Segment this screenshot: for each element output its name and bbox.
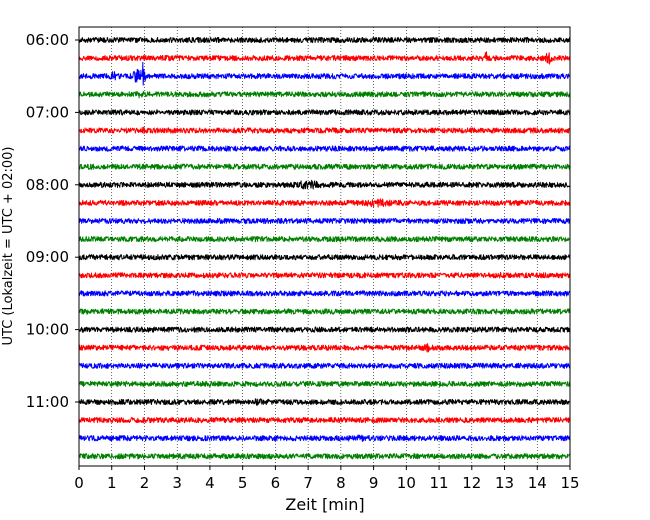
trace-15 — [78, 308, 571, 315]
trace-0 — [78, 36, 571, 44]
x-tick-label: 14 — [528, 474, 547, 492]
x-tick-label: 5 — [238, 474, 248, 492]
trace-17 — [78, 343, 571, 353]
x-axis-ticks: 0 1 2 3 4 5 6 7 8 9 10 11 12 13 14 15 — [74, 466, 580, 492]
trace-1 — [78, 51, 571, 65]
x-tick-label: 6 — [271, 474, 281, 492]
x-tick-label: 1 — [107, 474, 117, 492]
x-tick-label: 0 — [74, 474, 84, 492]
y-tick-label: 08:00 — [26, 176, 69, 194]
x-axis-label: Zeit [min] — [285, 495, 364, 514]
trace-14 — [78, 290, 571, 297]
trace-20 — [78, 398, 571, 406]
trace-19 — [78, 380, 571, 387]
x-tick-label: 15 — [560, 474, 579, 492]
trace-11 — [78, 236, 571, 243]
trace-2 — [78, 61, 571, 86]
y-tick-label: 09:00 — [26, 248, 69, 266]
plot-frame — [78, 26, 571, 467]
trace-9 — [78, 198, 571, 208]
trace-12 — [78, 254, 571, 261]
x-tick-label: 12 — [462, 474, 481, 492]
x-tick-label: 11 — [430, 474, 449, 492]
y-tick-label: 11:00 — [26, 393, 69, 411]
minute-grid — [111, 27, 538, 466]
trace-16 — [78, 326, 571, 333]
y-tick-label: 06:00 — [26, 31, 69, 49]
trace-8 — [78, 179, 571, 190]
x-tick-label: 8 — [336, 474, 346, 492]
x-tick-label: 10 — [397, 474, 416, 492]
x-tick-label: 13 — [495, 474, 514, 492]
y-axis-ticks: 06:00 07:00 08:00 09:00 10:00 11:00 — [26, 31, 79, 411]
trace-21 — [78, 417, 571, 424]
seismic-traces — [78, 36, 571, 460]
trace-22 — [78, 434, 571, 442]
y-axis-label: UTC (Lokalzeit = UTC + 02:00) — [1, 147, 16, 346]
x-tick-label: 7 — [303, 474, 313, 492]
trace-3 — [78, 91, 571, 99]
trace-5 — [78, 126, 571, 135]
trace-10 — [78, 217, 571, 225]
trace-4 — [78, 109, 571, 116]
x-tick-label: 9 — [369, 474, 379, 492]
trace-6 — [78, 145, 571, 152]
x-tick-label: 2 — [140, 474, 150, 492]
trace-18 — [78, 362, 571, 369]
y-tick-label: 07:00 — [26, 103, 69, 121]
y-tick-label: 10:00 — [26, 321, 69, 339]
trace-23 — [78, 453, 571, 460]
x-tick-label: 4 — [205, 474, 215, 492]
trace-7 — [78, 163, 571, 170]
trace-13 — [78, 271, 571, 279]
x-tick-label: 3 — [172, 474, 182, 492]
